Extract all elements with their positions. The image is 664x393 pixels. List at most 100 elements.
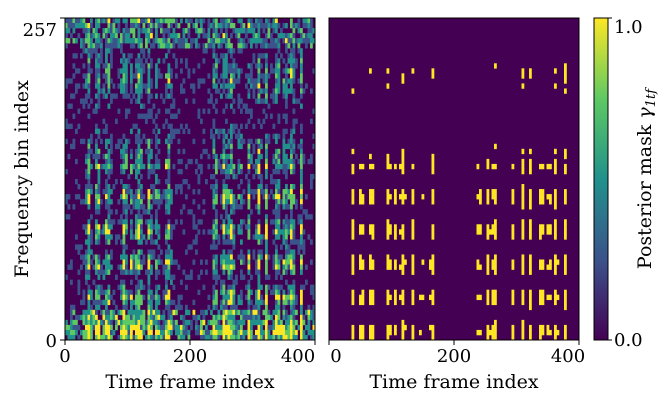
right-cells-cell-104 xyxy=(389,229,392,235)
right-cells-cell-95 xyxy=(386,289,390,296)
left-cells-cell-32 xyxy=(67,329,71,336)
left-cells-cell-1418 xyxy=(180,209,183,215)
left-cells-cell-724 xyxy=(127,33,131,39)
left-cells-cell-1312 xyxy=(167,309,171,316)
left-cells-cell-1216 xyxy=(162,264,166,270)
left-cells-cell-744 xyxy=(130,18,133,24)
left-cells-cell-1390 xyxy=(177,38,181,44)
left-cells-cell-2321 xyxy=(260,334,263,341)
left-cells-cell-219 xyxy=(87,274,91,280)
left-cells-cell-2561 xyxy=(280,163,283,170)
left-cells-cell-863 xyxy=(137,68,141,74)
left-cells-cell-1773 xyxy=(222,63,226,69)
right-cells-cell-181 xyxy=(429,264,432,270)
right-cells-cell-165 xyxy=(411,254,415,260)
right-cells-cell-149 xyxy=(401,319,405,326)
left-cells-cell-1499 xyxy=(192,199,196,205)
right-cells-cell-307 xyxy=(521,254,525,260)
left-cells-cell-604 xyxy=(120,78,123,84)
left-cells-cell-70 xyxy=(75,18,78,24)
left-cells-cell-918 xyxy=(140,73,143,79)
left-cells-cell-77 xyxy=(75,128,78,135)
right-cells-cell-274 xyxy=(494,329,497,336)
left-cells-cell-301 xyxy=(95,189,98,195)
left-cells-cell-517 xyxy=(110,48,113,54)
left-cells-cell-106 xyxy=(80,23,83,29)
left-cells-cell-2740 xyxy=(290,324,293,331)
left-cells-cell-75 xyxy=(75,83,78,89)
left-cells-cell-1285 xyxy=(167,153,171,160)
left-cells-cell-2144 xyxy=(247,254,251,260)
left-cells-cell-1905 xyxy=(230,18,233,24)
left-cells-cell-1949 xyxy=(230,304,233,311)
left-cells-cell-1885 xyxy=(227,224,231,230)
right-cells-cell-427 xyxy=(564,219,567,225)
left-cells-cell-2367 xyxy=(265,189,268,195)
right-cells-cell-293 xyxy=(521,83,525,89)
left-cells-cell-2204 xyxy=(252,249,256,255)
left-cells-cell-1132 xyxy=(155,179,158,185)
left-cells-cell-1408 xyxy=(180,43,183,49)
left-cells-cell-2251 xyxy=(257,78,261,84)
left-cells-cell-1771 xyxy=(222,53,226,59)
left-cells-cell-801 xyxy=(132,259,136,265)
left-cells-cell-1178 xyxy=(157,244,161,250)
left-cells-cell-1958 xyxy=(232,48,236,54)
left-cells-cell-689 xyxy=(125,88,128,94)
left-cells-cell-362 xyxy=(97,264,101,270)
left-cells-cell-1118 xyxy=(155,68,158,74)
left-cells-cell-85 xyxy=(75,324,78,331)
left-cells-cell-93 xyxy=(77,123,81,129)
right-cells-cell-411 xyxy=(554,334,557,341)
left-cells-cell-1660 xyxy=(212,264,216,270)
left-cells-cell-61 xyxy=(72,138,76,145)
left-cells-cell-622 xyxy=(120,289,123,296)
left-cells-cell-271 xyxy=(92,309,96,316)
left-cells-cell-663 xyxy=(122,259,126,265)
left-cells-cell-2536 xyxy=(277,204,281,210)
left-cells-cell-1636 xyxy=(212,83,216,89)
left-cells-cell-110 xyxy=(80,98,83,104)
left-cells-cell-248 xyxy=(90,234,93,240)
left-cells-cell-1062 xyxy=(150,113,153,119)
left-cells-cell-2680 xyxy=(287,249,291,255)
left-cells-cell-315 xyxy=(95,284,98,290)
left-cells-cell-2284 xyxy=(257,289,261,296)
left-cells-cell-1934 xyxy=(230,219,233,225)
left-cells-cell-2611 xyxy=(282,334,286,341)
left-cells-cell-2506 xyxy=(275,314,278,321)
left-cells-cell-247 xyxy=(90,229,93,235)
left-cells-cell-2867 xyxy=(300,289,303,296)
left-cells-cell-2205 xyxy=(252,254,256,260)
left-cells-cell-640 xyxy=(122,88,126,94)
left-cells-cell-147 xyxy=(85,48,88,54)
left-cells-cell-567 xyxy=(115,93,118,99)
left-cells-cell-705 xyxy=(125,214,128,220)
left-cells-cell-1331 xyxy=(170,133,173,140)
left-cells-cell-501 xyxy=(107,269,111,275)
left-cells-cell-894 xyxy=(137,254,141,260)
left-cells-cell-1298 xyxy=(167,224,171,230)
left-cells-cell-2542 xyxy=(277,234,281,240)
left-cells-cell-2226 xyxy=(255,224,258,230)
right-cells-cell-270 xyxy=(494,294,497,301)
left-cells-cell-2254 xyxy=(257,93,261,99)
left-cells-cell-708 xyxy=(125,229,128,235)
left-cells-cell-1095 xyxy=(152,118,156,124)
left-cells-cell-2751 xyxy=(292,63,296,69)
right-cells-cell-120 xyxy=(394,294,397,301)
left-cells-cell-2289 xyxy=(257,314,261,321)
left-cells-cell-372 xyxy=(97,329,101,336)
left-cells-cell-512 xyxy=(110,23,113,29)
left-cells-cell-2225 xyxy=(255,204,258,210)
left-cells-cell-2505 xyxy=(275,309,278,316)
left-cells-cell-2272 xyxy=(257,224,261,230)
left-cells-cell-1701 xyxy=(215,229,218,235)
left-cells-cell-2386 xyxy=(265,294,268,301)
right-cells-cell-334 xyxy=(529,264,532,270)
left-cells-cell-1574 xyxy=(202,284,206,290)
right-cells-cell-173 xyxy=(411,329,415,336)
left-cells-cell-1238 xyxy=(165,158,168,165)
left-cells-cell-960 xyxy=(142,63,146,69)
right-cells-cell-279 xyxy=(511,199,515,205)
